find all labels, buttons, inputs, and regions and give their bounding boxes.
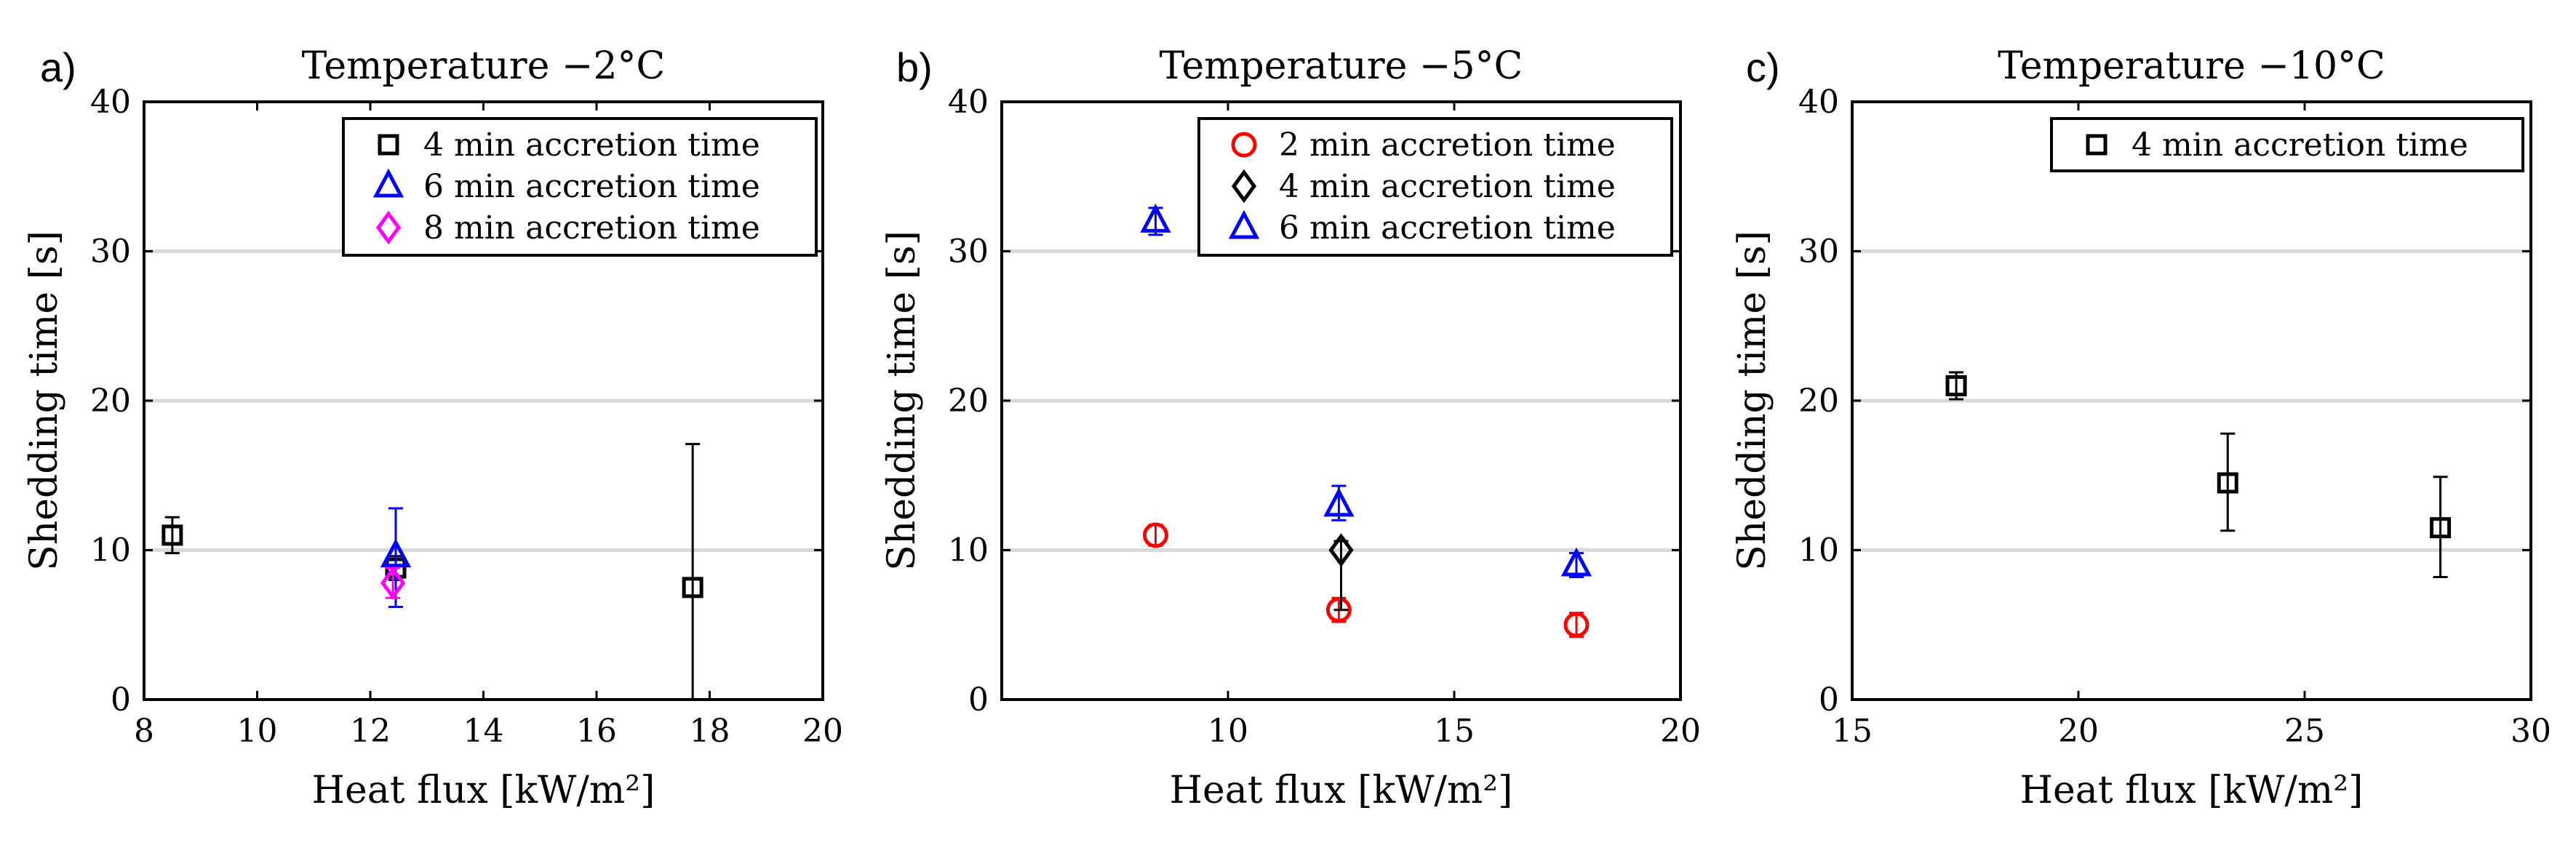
legend-marker [375, 210, 402, 245]
plot-frame [143, 100, 824, 701]
x-tick-label: 20 [802, 713, 843, 750]
chart-title: Temperature −2°C [302, 44, 666, 88]
legend-marker [1231, 169, 1257, 204]
x-tick-label: 14 [463, 713, 504, 750]
legend-label: 6 min accretion time [423, 168, 760, 205]
series-6-min-accretion-time [1140, 204, 1592, 578]
legend-box [2050, 117, 2524, 172]
y-tick-label: 20 [948, 383, 989, 420]
legend-label: 4 min accretion time [423, 127, 760, 164]
chart-panel-1: 0 10 20 30 40 8 10 12 14 16 18 20 4 min accretion ti… [23, 44, 843, 812]
data-point [1563, 612, 1590, 638]
series-2-min-accretion-time [1142, 522, 1590, 638]
data-point [2430, 517, 2452, 539]
y-tick-label: 10 [1798, 532, 1839, 569]
panel-letter: b) [896, 44, 933, 90]
legend-label: 6 min accretion time [1279, 209, 1616, 247]
legend-marker [372, 168, 404, 198]
x-tick-label: 25 [2284, 713, 2325, 750]
data-point [380, 566, 406, 600]
data-point [1560, 547, 1592, 577]
y-axis-label: Shedding time [s] [880, 231, 924, 571]
y-tick-label: 10 [948, 532, 989, 569]
x-axis-label: Heat flux [kW/m²] [1170, 769, 1513, 812]
legend-marker [2086, 134, 2108, 156]
chart-panel-3: 0 10 20 30 40 15 20 25 30 4 min accretion time Tem… [1731, 44, 2551, 812]
x-tick-label: 16 [576, 713, 617, 750]
data-point [380, 538, 412, 568]
y-tick-label: 20 [1798, 383, 1839, 420]
y-tick-label: 40 [90, 84, 131, 121]
x-tick-label: 30 [2511, 713, 2551, 750]
x-tick-label: 10 [237, 713, 278, 750]
legend: 4 min accretion time [2050, 117, 2524, 172]
series-8-min-accretion-time [380, 566, 406, 600]
panel-letter: a) [40, 44, 76, 90]
x-tick-label: 10 [1208, 713, 1248, 750]
legend: 2 min accretion time 4 min accretion time… [1197, 117, 1673, 257]
legend-marker [378, 134, 399, 156]
legend-marker [1228, 209, 1260, 239]
x-axis-label: Heat flux [kW/m²] [2020, 769, 2364, 812]
x-tick-label: 8 [134, 713, 154, 750]
series-4-min-accretion-time [162, 443, 703, 701]
series-4-min-accretion-time [1945, 371, 2452, 578]
data-point [1140, 204, 1171, 233]
y-tick-label: 0 [1819, 681, 1839, 718]
data-point [1328, 533, 1354, 567]
y-axis-label: Shedding time [s] [1731, 231, 1774, 571]
data-point [2217, 472, 2238, 494]
legend-label: 8 min accretion time [423, 209, 760, 247]
legend-marker [1231, 132, 1257, 158]
chart-title: Temperature −5°C [1160, 44, 1523, 88]
x-tick-label: 20 [2058, 713, 2099, 750]
y-tick-label: 40 [948, 84, 989, 121]
y-tick-label: 10 [90, 532, 131, 569]
legend: 4 min accretion time 6 min accretion time… [342, 117, 818, 257]
x-axis-label: Heat flux [kW/m²] [312, 769, 655, 812]
legend-box [1197, 117, 1673, 257]
legend-label: 4 min accretion time [2132, 127, 2468, 164]
y-tick-label: 0 [111, 681, 131, 718]
y-axis-label: Shedding time [s] [23, 231, 66, 571]
y-tick-label: 30 [1798, 233, 1839, 271]
data-point [1325, 597, 1352, 623]
x-tick-label: 15 [1434, 713, 1475, 750]
chart-title: Temperature −10°C [1998, 44, 2385, 88]
x-tick-label: 20 [1660, 713, 1701, 750]
series-4-min-accretion-time [1328, 533, 1354, 612]
chart-panel-2: 0 10 20 30 40 10 15 20 2 min accretion time 4 min… [880, 44, 1701, 812]
data-point [1323, 487, 1355, 517]
legend-label: 4 min accretion time [1279, 168, 1616, 205]
data-point [162, 524, 183, 546]
x-tick-label: 12 [350, 713, 391, 750]
y-tick-label: 30 [90, 233, 131, 271]
plot-frame [1851, 100, 2532, 701]
y-tick-label: 30 [948, 233, 989, 271]
panel-letter: c) [1746, 44, 1780, 90]
x-tick-label: 15 [1832, 713, 1873, 750]
data-point [1945, 375, 1967, 396]
y-tick-label: 20 [90, 383, 131, 420]
data-point [682, 577, 703, 598]
legend-box [342, 117, 818, 257]
x-tick-label: 18 [690, 713, 730, 750]
y-tick-label: 0 [968, 681, 989, 718]
plot-frame [1000, 100, 1682, 701]
data-point [1142, 522, 1168, 548]
y-tick-label: 40 [1798, 84, 1839, 121]
legend-label: 2 min accretion time [1279, 127, 1616, 164]
